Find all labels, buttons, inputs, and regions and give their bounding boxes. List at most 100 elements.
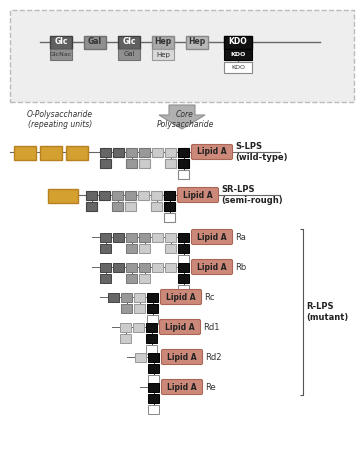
Text: Lipid A: Lipid A	[183, 191, 213, 199]
Text: KDO: KDO	[230, 52, 246, 57]
Bar	[151, 191, 162, 199]
Bar	[135, 353, 146, 361]
Bar	[152, 233, 163, 241]
Bar	[113, 233, 124, 241]
Bar	[99, 191, 110, 199]
Bar	[100, 274, 111, 283]
Text: Hep: Hep	[156, 51, 170, 57]
Bar	[152, 148, 163, 156]
Text: Lipid A: Lipid A	[197, 148, 227, 156]
Bar	[147, 314, 158, 324]
Bar	[186, 35, 208, 49]
Bar	[178, 274, 189, 283]
Bar	[100, 243, 111, 253]
Bar	[224, 49, 252, 60]
Bar	[178, 148, 189, 156]
Bar	[108, 292, 119, 302]
Text: Glc: Glc	[54, 37, 68, 47]
Bar	[126, 148, 137, 156]
Bar	[164, 191, 175, 199]
Bar	[126, 243, 137, 253]
Bar	[165, 262, 176, 271]
Bar	[126, 158, 137, 168]
Bar	[134, 304, 145, 312]
Bar	[139, 233, 150, 241]
Bar	[147, 292, 158, 302]
Text: R-LPS
(mutant): R-LPS (mutant)	[306, 302, 348, 322]
Bar	[148, 404, 159, 413]
FancyBboxPatch shape	[162, 380, 202, 395]
Text: Re: Re	[205, 382, 216, 391]
Bar	[50, 49, 72, 60]
Bar	[164, 212, 175, 221]
Text: Rb: Rb	[235, 262, 246, 271]
Bar	[152, 35, 174, 49]
Bar	[178, 262, 189, 271]
Text: KDO: KDO	[231, 65, 245, 70]
Text: Hep: Hep	[189, 37, 206, 47]
Bar	[152, 49, 174, 60]
FancyBboxPatch shape	[10, 10, 354, 102]
Bar	[125, 191, 136, 199]
Bar	[113, 148, 124, 156]
Text: Hep: Hep	[154, 37, 171, 47]
Bar	[126, 274, 137, 283]
Bar	[133, 323, 144, 332]
Bar	[14, 146, 36, 160]
Bar	[40, 146, 62, 160]
Bar	[139, 158, 150, 168]
FancyBboxPatch shape	[162, 349, 202, 365]
Bar	[164, 201, 175, 211]
Text: Lipid A: Lipid A	[197, 233, 227, 241]
Bar	[125, 201, 136, 211]
Bar	[165, 148, 176, 156]
Bar	[178, 255, 189, 263]
FancyBboxPatch shape	[178, 187, 218, 203]
Bar	[112, 191, 123, 199]
Text: Lipid A: Lipid A	[167, 353, 197, 361]
Bar	[139, 262, 150, 271]
Text: Lipid A: Lipid A	[166, 292, 196, 302]
Bar	[120, 323, 131, 332]
Text: Rd2: Rd2	[205, 353, 222, 361]
FancyArrow shape	[159, 105, 205, 129]
Bar	[139, 148, 150, 156]
Bar	[139, 274, 150, 283]
Bar	[148, 375, 159, 383]
Bar	[146, 333, 157, 342]
Bar	[148, 382, 159, 391]
Bar	[139, 243, 150, 253]
Bar	[121, 292, 132, 302]
Bar	[146, 345, 157, 354]
Bar	[178, 243, 189, 253]
Text: GlcNac: GlcNac	[50, 52, 72, 57]
Text: Ra: Ra	[235, 233, 246, 241]
Bar	[100, 158, 111, 168]
Bar	[151, 201, 162, 211]
Text: Gal: Gal	[123, 51, 135, 57]
Bar	[178, 170, 189, 178]
Bar	[113, 262, 124, 271]
Bar	[147, 304, 158, 312]
Text: Rd1: Rd1	[203, 323, 219, 332]
Bar	[121, 304, 132, 312]
Bar	[224, 62, 252, 73]
Bar	[126, 262, 137, 271]
Bar	[178, 158, 189, 168]
Bar	[138, 191, 149, 199]
Bar	[178, 233, 189, 241]
FancyBboxPatch shape	[191, 229, 233, 245]
FancyBboxPatch shape	[159, 319, 201, 334]
Text: Core
Polysaccharide: Core Polysaccharide	[156, 110, 214, 129]
Bar	[100, 262, 111, 271]
Bar	[146, 323, 157, 332]
Bar	[86, 201, 97, 211]
Bar	[100, 233, 111, 241]
Bar	[224, 35, 252, 49]
Text: SR-LPS
(semi-rough): SR-LPS (semi-rough)	[221, 185, 282, 205]
Bar	[178, 284, 189, 293]
Bar	[50, 35, 72, 49]
Bar	[134, 292, 145, 302]
Bar	[148, 394, 159, 403]
FancyBboxPatch shape	[191, 260, 233, 275]
